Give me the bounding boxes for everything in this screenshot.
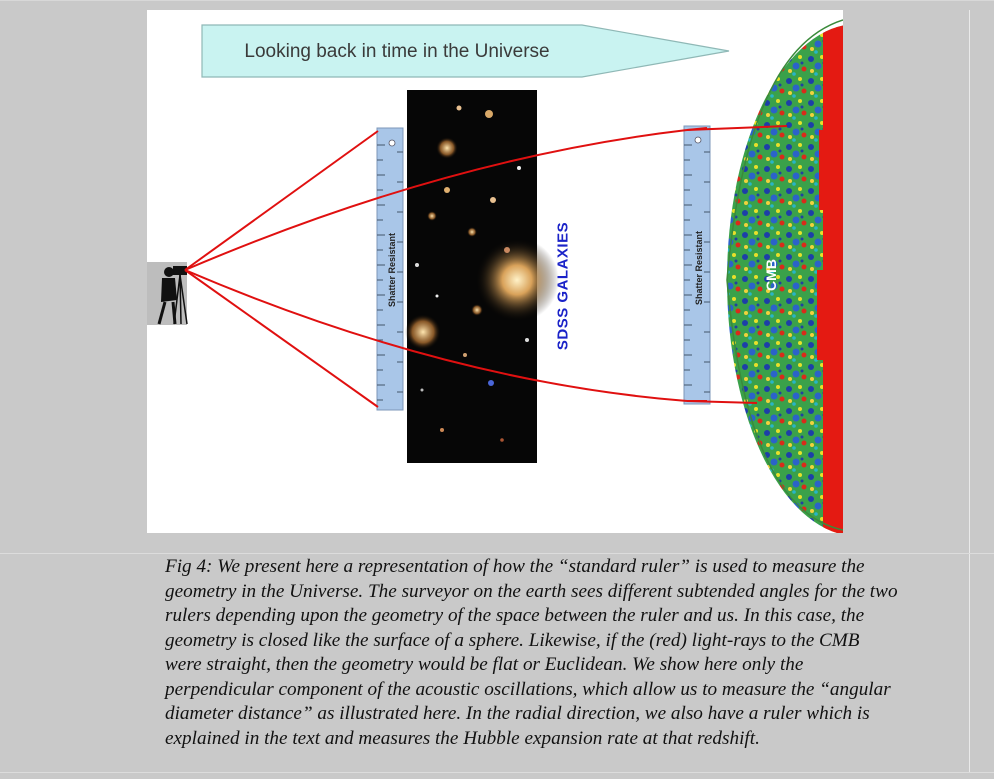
caption-line: explained in the text and measures the H… <box>165 727 760 749</box>
frame-top-line <box>0 0 994 1</box>
caption-line: Fig 4: We present here a representation … <box>165 556 865 577</box>
surveyor-camera-icon <box>147 262 188 325</box>
ruler-icon <box>376 127 404 411</box>
caption-line: perpendicular component of the acoustic … <box>165 678 891 700</box>
ray-to-cmb-top <box>686 125 788 131</box>
caption-line: rulers depending upon the geometry of th… <box>165 605 865 626</box>
caption-line: were straight, then the geometry would b… <box>165 654 804 675</box>
figure-caption: Fig 4: We present here a representation … <box>165 555 965 751</box>
cmb-map-image <box>726 19 843 533</box>
caption-line: diameter distance” as illustrated here. … <box>165 703 870 724</box>
caption-line: geometry in the Universe. The surveyor o… <box>165 580 898 602</box>
caption-line: geometry is closed like the surface of a… <box>165 629 860 651</box>
ruler-icon <box>683 125 711 405</box>
caption-separator-top <box>0 553 994 554</box>
cmb-label: CMB <box>763 259 779 291</box>
light-rays <box>184 127 708 408</box>
galaxy-field-image <box>405 90 559 463</box>
time-arrow <box>201 24 730 78</box>
sdss-galaxies-label: SDSS GALAXIES <box>554 221 572 351</box>
figure-panel: Shatter Resistant Shatter Resistant Look… <box>147 10 843 533</box>
diagram-svg: Shatter Resistant Shatter Resistant <box>147 19 843 533</box>
ray-to-cmb-bottom <box>686 400 758 404</box>
ruler-text-right: Shatter Resistant <box>694 231 704 305</box>
caption-separator-bottom <box>0 772 994 773</box>
frame-right-line <box>969 10 970 772</box>
ruler-text-left: Shatter Resistant <box>387 233 397 307</box>
